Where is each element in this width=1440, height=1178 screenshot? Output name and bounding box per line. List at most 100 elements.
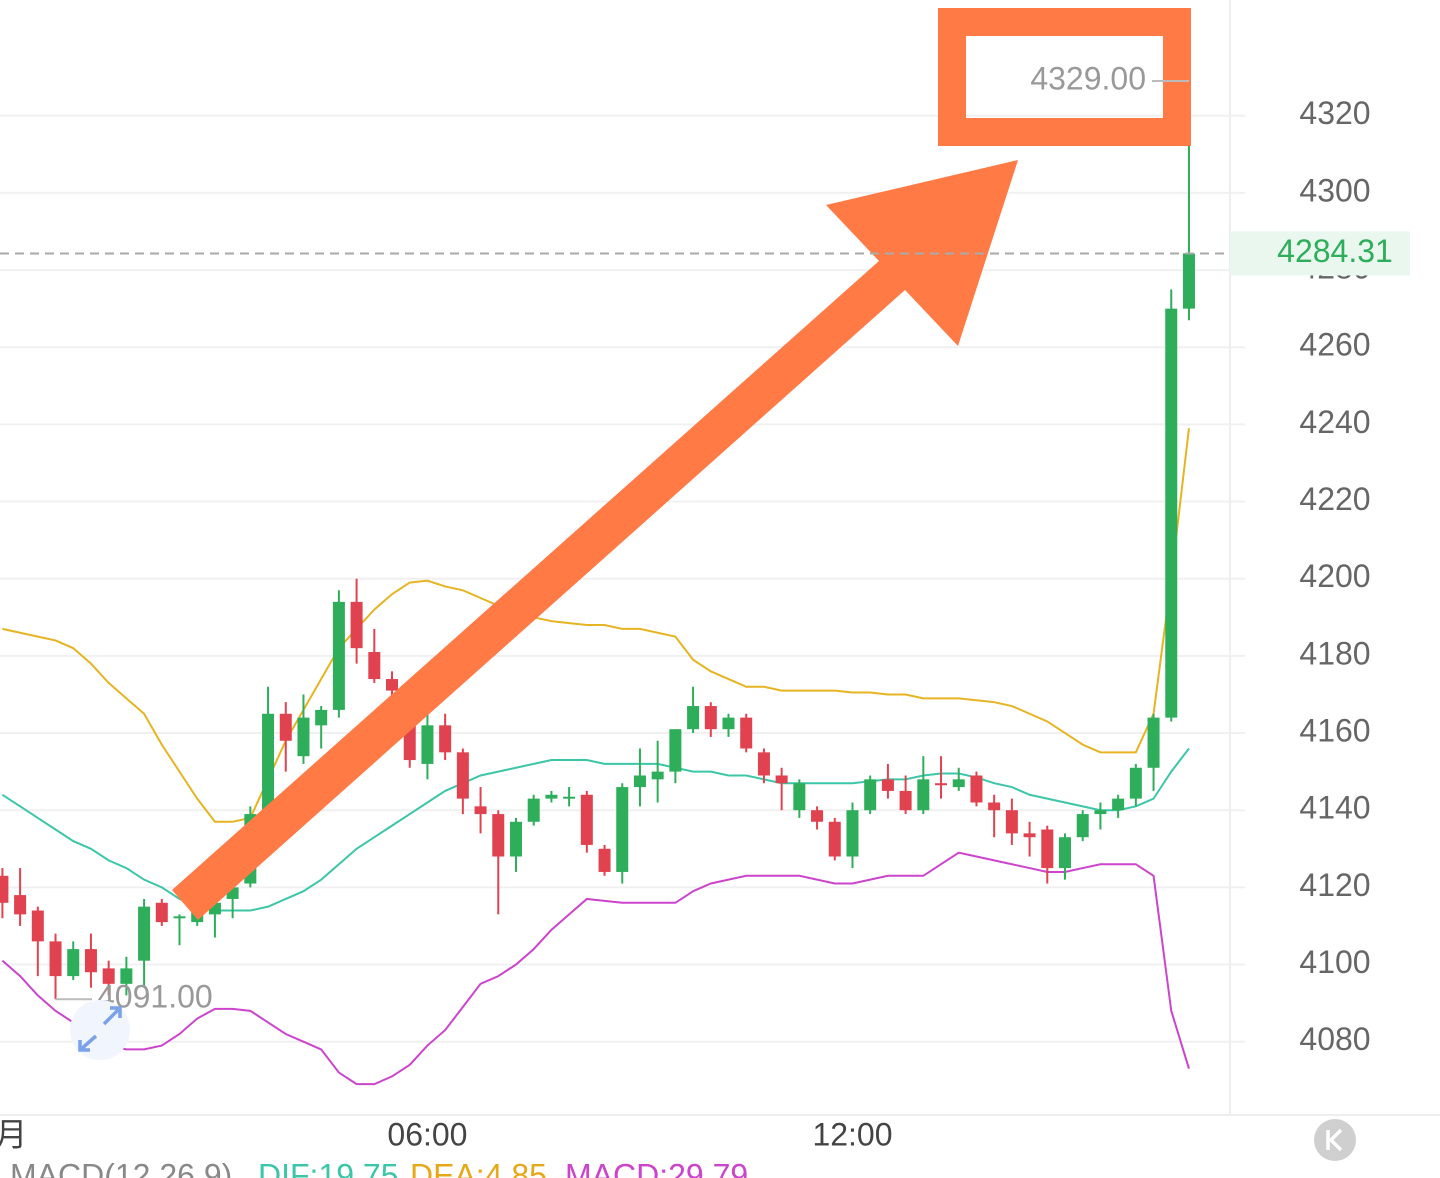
candle-body (84, 949, 97, 973)
candle-body (439, 725, 452, 753)
indicator-dif: DIF:19.75 (258, 1157, 399, 1178)
candle-body (1165, 308, 1178, 718)
candle-body (456, 752, 469, 799)
candle-body (31, 910, 44, 942)
k-button-bg[interactable] (1314, 1119, 1356, 1161)
y-tick-label: 4260 (1299, 327, 1370, 363)
candle-body (793, 783, 806, 811)
candle-body (545, 794, 558, 799)
y-tick-label: 4120 (1299, 867, 1370, 903)
x-tick-label: 0月 (0, 1116, 27, 1152)
candle-body (332, 601, 345, 710)
candle-body (563, 796, 576, 799)
candle-body (155, 902, 168, 923)
annotation (172, 8, 1191, 920)
max-marker-label: 4329.00 (1030, 60, 1146, 96)
candle-body (315, 709, 328, 726)
y-tick-label: 4180 (1299, 635, 1370, 671)
candle-body (67, 949, 80, 977)
candle-body (687, 706, 700, 730)
candle-body (864, 779, 877, 811)
candle-body (1094, 810, 1107, 815)
y-tick-label: 4320 (1299, 95, 1370, 131)
y-tick-label: 4300 (1299, 172, 1370, 208)
candle-body (1182, 253, 1195, 309)
annotation-arrow (172, 160, 1018, 920)
y-tick-label: 4220 (1299, 481, 1370, 517)
last-price-label: 4284.31 (1277, 233, 1393, 269)
candle-body (474, 806, 487, 815)
candle-body (386, 679, 399, 691)
candle-body (1005, 810, 1018, 834)
candle-body (846, 810, 859, 857)
candle-body (988, 802, 1001, 811)
candle-body (580, 794, 593, 845)
x-tick-label: 06:00 (387, 1116, 467, 1152)
candle-body (102, 968, 115, 984)
candle-body (1076, 814, 1089, 838)
k-button-glyph[interactable] (1326, 1128, 1343, 1152)
band-line (1, 851, 1190, 1086)
indicator-dea: DEA:4.85 (410, 1157, 547, 1178)
candle-body (0, 875, 9, 903)
candle-body (14, 895, 27, 915)
candles (0, 81, 1195, 1000)
candle-body (208, 902, 221, 915)
candle-body (704, 706, 717, 730)
y-tick-label: 4240 (1299, 404, 1370, 440)
indicator-macd: MACD:29.79 (565, 1157, 748, 1178)
candle-body (917, 779, 930, 811)
candle-body (527, 798, 540, 822)
candle-body (1112, 798, 1125, 811)
candle-body (899, 790, 912, 811)
k-button[interactable] (1314, 1119, 1356, 1161)
candle-body (120, 968, 133, 984)
candle-body (492, 814, 505, 857)
candle-body (368, 652, 381, 680)
candle-body (279, 713, 292, 741)
candle-body (509, 821, 522, 857)
y-tick-label: 4200 (1299, 558, 1370, 594)
zoom-icon[interactable] (70, 1000, 130, 1060)
band-line (2, 428, 1190, 823)
candle-body (970, 775, 983, 803)
candle-body (297, 717, 310, 757)
candle-body (651, 771, 664, 780)
candle-body (1129, 767, 1142, 799)
candle-body (1041, 829, 1054, 869)
x-tick-label: 12:00 (812, 1116, 892, 1152)
zoom-icon-glyph[interactable] (78, 1006, 122, 1052)
candle-body (226, 887, 239, 899)
candle-body (49, 941, 62, 977)
y-tick-label: 4160 (1299, 712, 1370, 748)
candle-body (1147, 717, 1160, 768)
candle-body (952, 779, 965, 788)
candle-body (173, 916, 186, 919)
candle-body (1059, 837, 1071, 869)
indicator-name: MACD(12,26,9) (10, 1157, 232, 1178)
candle-body (811, 810, 824, 822)
candle-body (740, 717, 753, 749)
candle-body (138, 906, 151, 961)
y-tick-label: 4140 (1299, 790, 1370, 826)
y-tick-label: 4100 (1299, 944, 1370, 980)
annotation-box (938, 8, 1191, 146)
candle-body (828, 821, 841, 857)
candle-body (669, 729, 682, 772)
candle-body (633, 775, 646, 788)
last-price-tag (1230, 231, 1410, 276)
candle-body (935, 783, 948, 786)
candle-body (598, 848, 611, 872)
candle-body (262, 713, 275, 818)
candle-body (881, 779, 894, 791)
candle-body (757, 752, 770, 776)
candle-body (722, 717, 735, 730)
candle-body (350, 601, 363, 649)
labels: 4080 4100 4120 4140 4160 4180 4200 4220 4240 4260… (0, 95, 1371, 1152)
candle-body (775, 775, 788, 784)
y-tick-label: 4080 (1299, 1021, 1370, 1057)
candle-body (616, 787, 629, 872)
candle-body (421, 725, 434, 764)
